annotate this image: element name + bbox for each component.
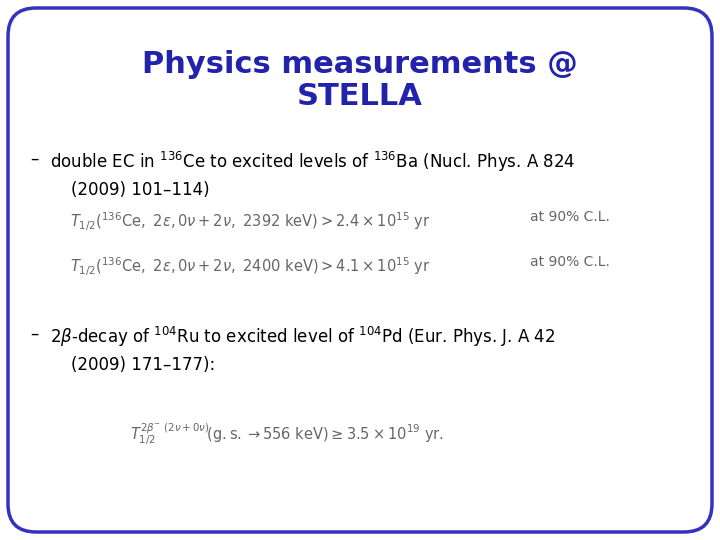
Text: –: – bbox=[30, 150, 38, 168]
Text: $T_{1/2}^{2\beta^{-}\ (2\nu+0\nu)}\!(\mathrm{g.s.}\rightarrow 556\ \mathrm{keV}): $T_{1/2}^{2\beta^{-}\ (2\nu+0\nu)}\!(\ma… bbox=[130, 422, 444, 448]
Text: at 90% C.L.: at 90% C.L. bbox=[530, 255, 610, 269]
FancyBboxPatch shape bbox=[8, 8, 712, 532]
Text: $T_{1/2}(^{136}\mathrm{Ce},\ 2\varepsilon, 0\nu + 2\nu,\ 2400\ \mathrm{keV}) > 4: $T_{1/2}(^{136}\mathrm{Ce},\ 2\varepsilo… bbox=[70, 255, 431, 278]
Text: –: – bbox=[30, 325, 38, 343]
Text: $T_{1/2}(^{136}\mathrm{Ce},\ 2\varepsilon, 0\nu + 2\nu,\ 2392\ \mathrm{keV}) > 2: $T_{1/2}(^{136}\mathrm{Ce},\ 2\varepsilo… bbox=[70, 210, 431, 233]
Text: 2$\beta$-decay of $^{104}$Ru to excited level of $^{104}$Pd (Eur. Phys. J. A 42
: 2$\beta$-decay of $^{104}$Ru to excited … bbox=[50, 325, 556, 374]
Text: double EC in $^{136}$Ce to excited levels of $^{136}$Ba (Nucl. Phys. A 824
    (: double EC in $^{136}$Ce to excited level… bbox=[50, 150, 575, 199]
Text: Physics measurements @
STELLA: Physics measurements @ STELLA bbox=[142, 50, 578, 111]
Text: at 90% C.L.: at 90% C.L. bbox=[530, 210, 610, 224]
